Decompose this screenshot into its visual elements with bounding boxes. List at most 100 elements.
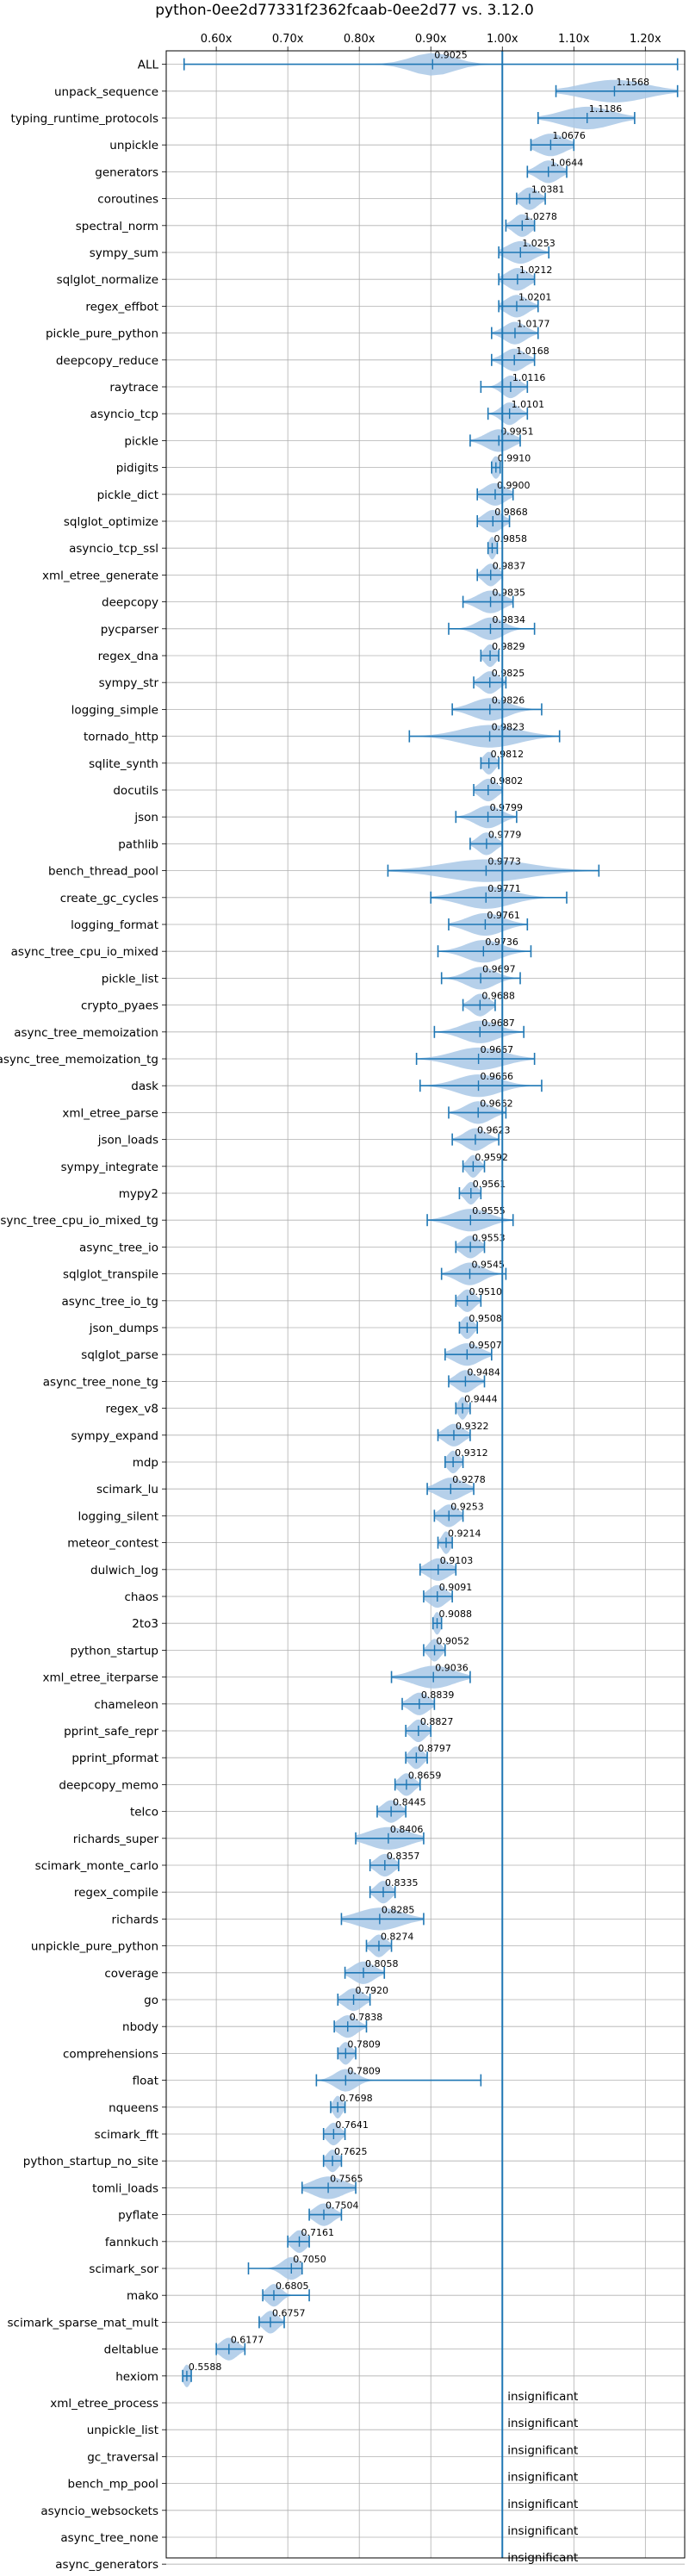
benchmark-label: regex_dna (98, 650, 158, 663)
benchmark-label: pickle_pure_python (46, 327, 158, 341)
value-label: 0.9825 (492, 668, 525, 679)
benchmark-label: float (133, 2075, 158, 2088)
value-label: 0.8797 (418, 1743, 451, 1754)
value-label: 0.7050 (293, 2254, 326, 2265)
value-label: 0.9687 (481, 1017, 515, 1029)
benchmark-label: scimark_monte_carlo (35, 1859, 158, 1873)
benchmark-label: python_startup (70, 1644, 158, 1658)
value-label: 0.9799 (490, 802, 524, 813)
value-label: 0.9837 (493, 560, 526, 571)
benchmark-label: scimark_lu (96, 1483, 158, 1496)
benchmark-label: unpack_sequence (54, 85, 158, 99)
benchmark-label: nbody (122, 2020, 158, 2034)
value-label: 0.9826 (492, 694, 525, 706)
benchmark-label: unpickle_pure_python (31, 1940, 158, 1954)
benchmark-label: richards (112, 1913, 158, 1926)
benchmark-label: mako (127, 2289, 158, 2303)
benchmark-label: deepcopy (102, 596, 158, 610)
value-label: 0.7698 (339, 2093, 373, 2104)
benchmark-label: asyncio_tcp_ssl (69, 542, 158, 556)
value-label: 0.9555 (472, 1205, 506, 1216)
value-label: 0.7565 (330, 2173, 363, 2184)
x-tick-label: 0.90x (415, 33, 447, 46)
benchmark-label: async_tree_cpu_io_mixed_tg (0, 1214, 158, 1228)
value-label: 0.9688 (481, 991, 515, 1002)
insignificant-label: insignificant (507, 2417, 578, 2430)
value-label: 0.8335 (385, 1877, 419, 1888)
benchmark-label: spectral_norm (76, 220, 158, 233)
value-label: 0.9802 (490, 775, 524, 787)
benchmark-label: go (144, 1994, 158, 2007)
value-label: 1.0381 (531, 184, 565, 196)
value-label: 0.6177 (231, 2335, 264, 2346)
benchmark-label: asyncio_websockets (40, 2504, 158, 2518)
benchmark-label: logging_silent (78, 1509, 158, 1523)
benchmark-label: tomli_loads (92, 2181, 158, 2195)
value-label: 0.9484 (467, 1366, 500, 1378)
grid-layer (166, 51, 685, 2565)
benchmark-label: create_gc_cycles (60, 892, 158, 905)
benchmark-label: pickle_dict (97, 488, 158, 502)
benchmark-label: tornado_http (84, 731, 158, 744)
value-label: 0.9779 (488, 829, 522, 840)
benchmark-label: sympy_expand (71, 1429, 158, 1443)
benchmark-label: pprint_safe_repr (64, 1725, 158, 1739)
value-label: 1.0644 (550, 157, 584, 168)
benchmark-label: mdp (133, 1456, 158, 1470)
value-label: 0.9278 (452, 1474, 486, 1485)
value-label: 0.9025 (434, 50, 468, 61)
x-tick-label: 1.10x (558, 33, 590, 46)
value-label: 0.7641 (335, 2119, 369, 2131)
benchmark-label: asyncio_tcp (90, 408, 158, 421)
data-layer: 0.9025 1.1568 1.1186 1.0676 1.0644 1.0381 1.02… (182, 50, 679, 2565)
value-label: 0.9773 (487, 856, 521, 868)
benchmark-label: scimark_fft (95, 2128, 158, 2142)
value-label: 0.9052 (437, 1635, 470, 1646)
value-label: 0.9103 (440, 1555, 474, 1566)
benchmark-label: telco (130, 1806, 158, 1820)
value-label: 0.9253 (450, 1501, 484, 1512)
value-label: 0.6757 (272, 2307, 306, 2318)
benchmark-label: nqueens (109, 2101, 158, 2115)
value-label: 0.7809 (347, 2066, 381, 2077)
value-label: 0.9623 (477, 1125, 511, 1136)
x-tick-label: 0.80x (344, 33, 376, 46)
benchmark-label: 2to3 (132, 1617, 158, 1631)
benchmark-label: meteor_contest (67, 1537, 158, 1551)
value-label: 0.9561 (473, 1179, 506, 1190)
value-label: 0.8274 (381, 1932, 414, 1943)
benchmark-label: json_loads (97, 1134, 158, 1148)
value-label: 0.8659 (408, 1770, 442, 1781)
value-label: 1.1568 (616, 77, 649, 88)
benchmark-label: async_tree_io (79, 1241, 158, 1254)
benchmark-label: gc_traversal (87, 2450, 158, 2464)
benchmark-label: generators (95, 165, 158, 179)
value-label: 0.9091 (439, 1582, 472, 1593)
value-label: 0.9951 (500, 426, 534, 437)
value-label: 0.9507 (469, 1340, 502, 1351)
value-label: 0.8839 (421, 1689, 454, 1701)
value-label: 0.8285 (382, 1904, 415, 1915)
benchmark-label: xml_etree_generate (42, 569, 158, 582)
x-tick-label: 1.20x (630, 33, 661, 46)
benchmark-label: chaos (124, 1590, 158, 1604)
benchmark-label: deltablue (104, 2343, 158, 2357)
benchmark-label: async_tree_memoization (14, 1026, 158, 1040)
value-label: 0.7920 (356, 1985, 389, 1996)
insignificant-label: insignificant (507, 2443, 578, 2457)
benchmark-label: scimark_sor (89, 2262, 158, 2276)
value-label: 1.0177 (517, 319, 550, 330)
benchmark-label: typing_runtime_protocols (11, 112, 159, 126)
value-label: 0.9444 (464, 1394, 498, 1405)
x-tick-label: 1.00x (487, 33, 518, 46)
value-label: 1.0676 (552, 130, 586, 141)
value-label: 1.1186 (589, 103, 623, 115)
benchmark-label: regex_v8 (105, 1403, 158, 1416)
value-label: 0.8357 (387, 1851, 420, 1862)
benchmark-label: async_generators (55, 2558, 158, 2572)
benchmark-label: fannkuch (105, 2236, 158, 2249)
value-label: 0.9834 (492, 614, 525, 625)
benchmark-label: regex_compile (74, 1886, 158, 1900)
value-label: 1.0101 (512, 399, 545, 410)
